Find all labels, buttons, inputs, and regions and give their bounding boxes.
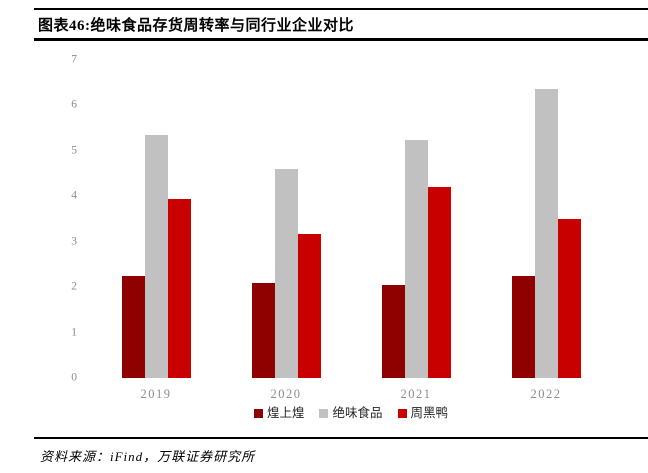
y-tick-label: 7 — [71, 53, 77, 66]
bar-group — [481, 60, 611, 378]
plot-area — [91, 60, 611, 378]
bar-series2-2021 — [427, 187, 451, 378]
bar-series1-2019 — [144, 134, 168, 378]
bar-series0-2019 — [121, 275, 145, 378]
y-tick-label: 6 — [71, 98, 77, 111]
y-tick-label: 1 — [71, 325, 77, 338]
bottom-rule — [34, 437, 648, 439]
y-axis: 0 1 2 3 4 5 6 7 — [50, 54, 77, 383]
bar-series0-2020 — [251, 282, 275, 378]
legend-item: 绝味食品 — [319, 406, 383, 420]
legend-item: 周黑鸭 — [397, 406, 449, 420]
legend-marker-icon — [397, 408, 407, 418]
y-tick-label: 3 — [71, 234, 77, 247]
legend-label: 煌上煌 — [266, 406, 305, 420]
figure-title: 图表46:绝味食品存货周转率与同行业企业对比 — [38, 18, 354, 34]
legend-marker-icon — [319, 408, 329, 418]
bar-series2-2019 — [167, 199, 191, 378]
title-rule — [34, 38, 648, 41]
bar-group — [91, 60, 221, 378]
x-axis-labels: 2019 2020 2021 2022 — [91, 387, 611, 402]
bar-series2-2020 — [297, 234, 321, 378]
bar-series2-2022 — [557, 218, 581, 378]
y-tick-label: 4 — [71, 189, 77, 202]
legend-marker-icon — [253, 408, 263, 418]
bar-series1-2020 — [274, 168, 298, 378]
legend-label: 周黑鸭 — [410, 406, 449, 420]
bar-series1-2021 — [404, 140, 428, 378]
legend-item: 煌上煌 — [253, 406, 305, 420]
chart-legend: 煌上煌 绝味食品 周黑鸭 — [91, 407, 611, 420]
x-tick-label: 2022 — [530, 387, 562, 401]
bar-series0-2022 — [511, 276, 535, 378]
bar-series1-2022 — [534, 88, 558, 378]
bar-group — [351, 60, 481, 378]
y-tick-label: 0 — [71, 371, 77, 384]
x-tick-label: 2020 — [270, 387, 302, 401]
source-note: 资料来源：iFind，万联证券研究所 — [40, 449, 256, 464]
y-tick-label: 2 — [71, 280, 77, 293]
x-tick-label: 2019 — [140, 387, 172, 401]
x-tick-label: 2021 — [400, 387, 432, 401]
legend-label: 绝味食品 — [332, 406, 383, 420]
top-rule — [34, 8, 648, 10]
y-tick-label: 5 — [71, 144, 77, 157]
bar-group — [221, 60, 351, 378]
bar-series0-2021 — [381, 285, 405, 378]
